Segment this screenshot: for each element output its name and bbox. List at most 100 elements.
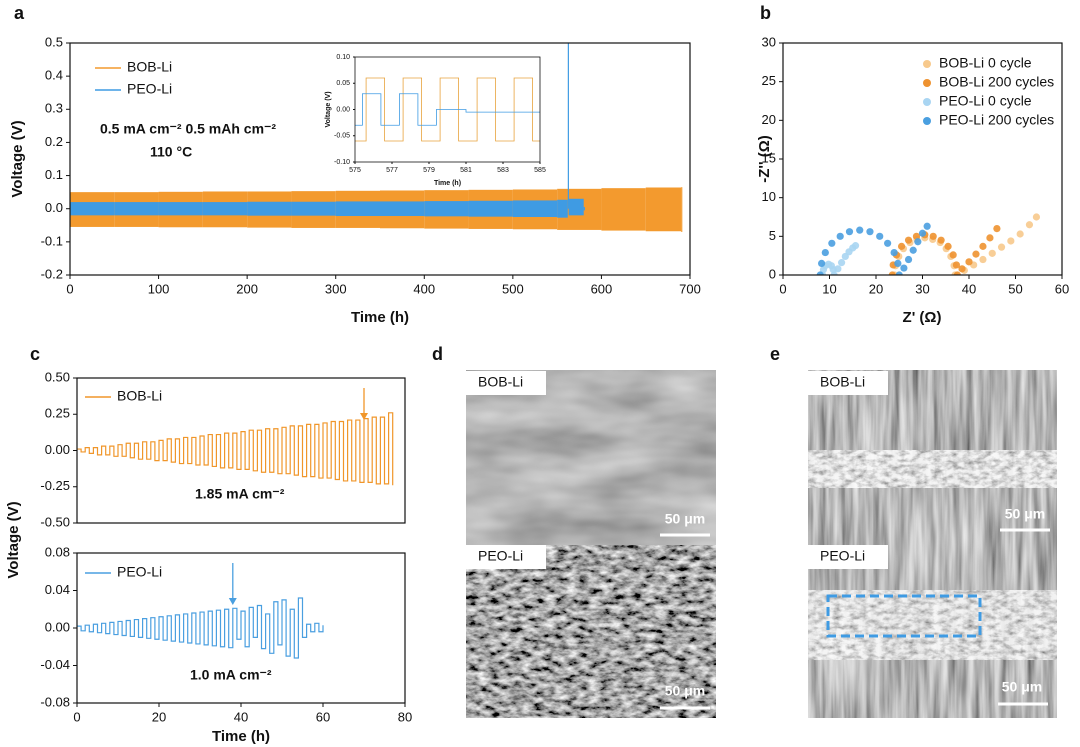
x-tick-label: 400	[413, 281, 435, 296]
y-tick-label: 30	[762, 34, 776, 49]
point	[997, 243, 1006, 251]
y-axis-label: Voltage (V)	[5, 501, 22, 578]
x-tick-label: 579	[423, 167, 435, 174]
band	[567, 43, 569, 209]
x-tick-label: 10	[822, 281, 836, 296]
annotation: 0.5 mA cm⁻² 0.5 mAh cm⁻²	[100, 121, 276, 137]
point	[953, 271, 961, 275]
point	[828, 239, 836, 247]
band	[70, 202, 115, 216]
line	[77, 597, 324, 659]
frame	[69, 42, 691, 276]
sem-image	[466, 545, 716, 718]
scale-bar-label: 50 μm	[1005, 506, 1045, 522]
point	[876, 232, 884, 240]
y-tick-label: -0.50	[40, 514, 70, 529]
legend-label: BOB-Li 200 cycles	[939, 74, 1054, 90]
interface-band	[808, 590, 1057, 660]
annotation: 1.85 mA cm⁻²	[195, 486, 285, 502]
x-tick-label: 575	[349, 167, 361, 174]
panel-letter: a	[14, 3, 25, 23]
point	[1016, 230, 1024, 238]
legend-swatch	[923, 60, 931, 68]
legend-label: BOB-Li 0 cycle	[939, 55, 1032, 71]
legend-label: BOB-Li	[117, 388, 162, 404]
legend-swatch	[923, 79, 931, 87]
y-tick-label: 0.1	[45, 167, 63, 182]
x-axis-label: Time (h)	[212, 728, 270, 745]
point	[897, 242, 906, 250]
x-tick-label: 300	[325, 281, 347, 296]
point	[836, 232, 844, 240]
point	[866, 228, 874, 236]
inset-y-label: Voltage (V)	[325, 91, 332, 127]
x-tick-label: 20	[869, 281, 883, 296]
point	[979, 242, 987, 250]
band	[512, 200, 558, 217]
point	[817, 259, 826, 267]
point	[890, 248, 898, 257]
x-tick-label: 0	[66, 281, 73, 296]
point	[894, 259, 902, 267]
point	[952, 261, 961, 269]
x-tick-label: 0	[73, 709, 80, 724]
point	[837, 259, 846, 267]
y-tick-label: 0.5	[45, 34, 63, 49]
band	[583, 207, 585, 211]
annotation: 110 °C	[150, 144, 192, 160]
y-axis-label: Voltage (V)	[9, 120, 26, 197]
interface-band	[808, 450, 1057, 488]
x-tick-label: 577	[386, 167, 398, 174]
x-tick-label: 100	[148, 281, 170, 296]
line	[77, 412, 394, 486]
label-box	[808, 371, 888, 395]
point	[937, 236, 945, 244]
point	[986, 234, 994, 242]
y-tick-label: -0.10	[334, 159, 350, 166]
point	[965, 258, 973, 266]
sem-image	[466, 370, 716, 545]
scale-bar-label: 50 μm	[665, 683, 705, 699]
point	[1007, 237, 1015, 245]
y-tick-label: -0.08	[40, 694, 70, 709]
y-tick-label: 10	[762, 189, 776, 204]
band	[202, 202, 248, 216]
series-group	[355, 77, 540, 142]
series-group	[816, 213, 1041, 275]
y-tick-label: 0.00	[45, 442, 70, 457]
y-tick-label: 0.10	[336, 54, 350, 61]
x-tick-label: 40	[234, 709, 248, 724]
x-tick-label: 30	[915, 281, 929, 296]
point	[884, 239, 892, 247]
point	[993, 225, 1001, 233]
x-tick-label: 200	[236, 281, 258, 296]
point	[856, 226, 864, 234]
legend-label: PEO-Li	[117, 564, 162, 580]
x-tick-label: 20	[152, 709, 166, 724]
x-tick-label: 50	[1008, 281, 1022, 296]
label-box	[808, 545, 888, 569]
scale-bar-label: 50 μm	[665, 511, 705, 527]
y-tick-label: 0.05	[336, 80, 350, 87]
point	[834, 265, 842, 273]
inset: -0.10 -0.05 0.00 0.05 0.10 575 577 579 581 583 585…	[325, 54, 546, 187]
panel-letter: d	[432, 344, 443, 364]
point	[888, 271, 896, 275]
band	[601, 188, 646, 231]
band	[380, 201, 425, 217]
band	[681, 187, 683, 232]
legend-swatch	[923, 117, 931, 125]
x-tick-label: 0	[779, 281, 786, 296]
point	[918, 229, 927, 237]
annotation: 1.0 mA cm⁻²	[190, 667, 272, 683]
x-tick-label: 40	[962, 281, 976, 296]
image-label: PEO-Li	[820, 548, 865, 564]
y-tick-label: 0.0	[45, 200, 63, 215]
line	[355, 77, 540, 142]
scale-bar-label: 50 μm	[1002, 679, 1042, 695]
x-tick-label: 585	[534, 167, 546, 174]
y-tick-label: 15	[762, 150, 776, 165]
y-axis-label: -Z'' (Ω)	[756, 135, 773, 182]
sem-panel-e: e BOB-Li PEO-Li 50 μm 50 μm	[770, 344, 1057, 718]
